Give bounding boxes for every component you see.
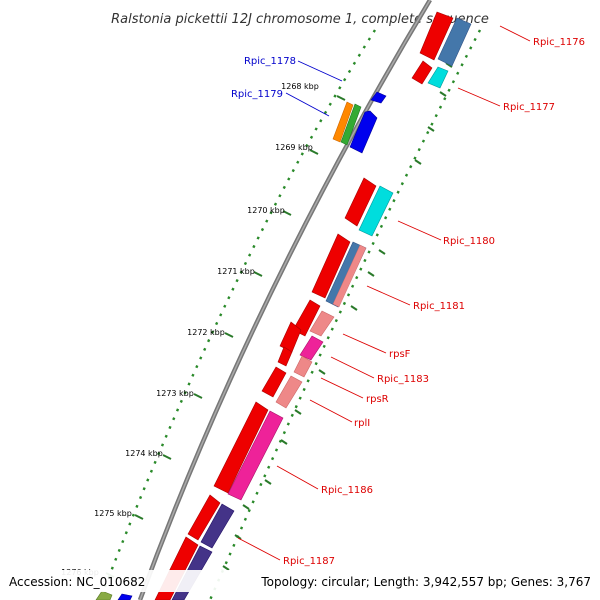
summary-text: Topology: circular; Length: 3,942,557 bp… [260, 575, 591, 589]
gene-label[interactable]: Rpic_1186 [321, 485, 373, 496]
outer-dotted-track [98, 29, 377, 600]
gene-feature[interactable] [277, 346, 293, 367]
gene-label[interactable]: Rpic_1187 [283, 556, 335, 567]
gene-label[interactable]: Rpic_1178 [244, 56, 296, 67]
gene-feature[interactable] [309, 310, 335, 337]
kbp-label: 1268 kbp [281, 82, 319, 91]
gene-feature[interactable] [275, 375, 303, 409]
gene-feature[interactable] [427, 66, 449, 89]
map-title: Ralstonia pickettii 12J chromosome 1, co… [111, 12, 489, 27]
gene-feature[interactable] [293, 355, 313, 378]
gene-feature[interactable] [299, 335, 324, 361]
gene-features-reverse [95, 91, 387, 600]
gene-feature[interactable] [117, 593, 133, 600]
gene-feature[interactable] [340, 103, 362, 146]
gene-feature[interactable] [261, 366, 287, 398]
inner-dotted-track [208, 29, 482, 600]
gene-label[interactable]: Rpic_1180 [443, 236, 495, 247]
kbp-label: 1271 kbp [217, 267, 255, 276]
chromosome-backbone [137, 0, 432, 600]
gene-feature[interactable] [344, 177, 377, 227]
gene-feature[interactable] [370, 91, 387, 104]
gene-labels-right: Rpic_1176 Rpic_1177 Rpic_1180 Rpic_1181 … [283, 37, 585, 567]
gene-feature[interactable] [187, 494, 221, 541]
inner-ticks [222, 62, 453, 571]
gene-label[interactable]: rplI [354, 418, 370, 429]
gene-feature[interactable] [358, 185, 394, 237]
gene-labels-left: Rpic_1178 Rpic_1179 [231, 56, 296, 100]
leader-lines [237, 25, 531, 561]
gene-feature[interactable] [227, 410, 284, 501]
gene-label[interactable]: Rpic_1179 [231, 89, 283, 100]
gene-label[interactable]: Rpic_1176 [533, 37, 585, 48]
gene-label[interactable]: Rpic_1177 [503, 102, 555, 113]
gene-feature[interactable] [200, 503, 235, 549]
gene-label[interactable]: rpsR [366, 394, 389, 405]
kbp-tick [193, 393, 203, 399]
gene-label[interactable]: Rpic_1181 [413, 301, 465, 312]
kbp-tick [162, 454, 172, 460]
gene-feature[interactable] [411, 60, 433, 85]
kbp-tick [253, 271, 263, 277]
gene-feature[interactable] [95, 590, 113, 600]
kbp-tick [336, 95, 346, 101]
kbp-label: 1275 kbp [94, 509, 132, 518]
kbp-tick [282, 210, 292, 216]
gene-feature[interactable] [292, 299, 321, 337]
gene-feature[interactable] [311, 233, 351, 299]
gene-feature[interactable] [419, 11, 454, 61]
gene-feature[interactable] [437, 17, 472, 67]
gene-feature[interactable] [332, 101, 354, 143]
kbp-label: 1273 kbp [156, 389, 194, 398]
gene-feature[interactable] [213, 401, 269, 494]
kbp-tick [309, 149, 319, 155]
gene-feature[interactable] [349, 110, 378, 154]
kbp-ticks [105, 95, 346, 578]
kbp-label: 1272 kbp [187, 328, 225, 337]
kbp-tick [134, 514, 144, 520]
kbp-label: 1270 kbp [247, 206, 285, 215]
gene-feature[interactable] [332, 244, 367, 308]
gene-label[interactable]: rpsF [389, 349, 411, 360]
kbp-tick [224, 332, 234, 338]
gene-label[interactable]: Rpic_1183 [377, 374, 429, 385]
kbp-label: 1269 kbp [275, 143, 313, 152]
kbp-labels: 1268 kbp 1269 kbp 1270 kbp 1271 kbp 1272… [61, 82, 319, 577]
accession-text: Accession: NC_010682 [9, 575, 145, 589]
kbp-label: 1274 kbp [125, 449, 163, 458]
